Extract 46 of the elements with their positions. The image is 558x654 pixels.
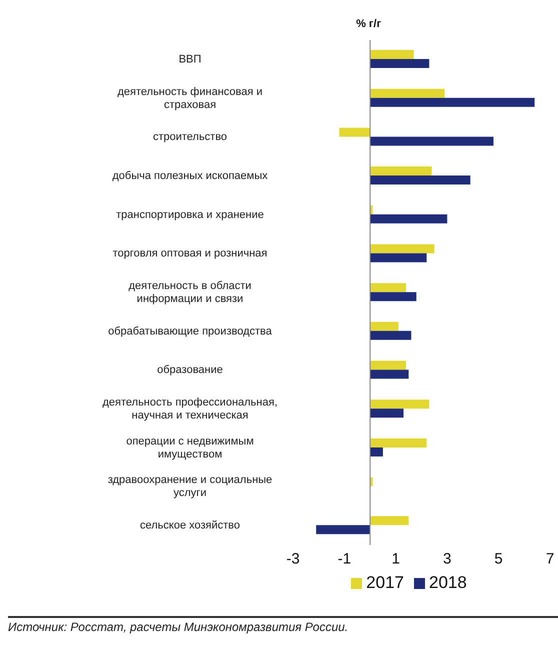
bar [370, 176, 470, 185]
bar [370, 98, 535, 107]
bar [370, 360, 406, 370]
bar [370, 438, 427, 448]
y-tick-label: торговля оптовая и розничная [112, 248, 268, 260]
y-tick-label: транспортировка и хранение [116, 208, 264, 221]
y-tick-label: сельское хозяйство [140, 519, 240, 532]
y-tick-label: ВВП [178, 53, 202, 66]
text: Источник: Росстат, расчеты Минэкономразвития России. [8, 616, 558, 634]
y-tick-label: операции с недвижимым имуществом [126, 435, 254, 460]
bar [370, 136, 494, 146]
y-tick-label: добыча полезных ископаемых [112, 170, 268, 182]
bar [370, 322, 398, 331]
bar [370, 292, 416, 302]
bar [370, 88, 445, 98]
bar [370, 166, 432, 176]
bar [370, 283, 406, 292]
x-tick-label: 3 [443, 550, 452, 568]
bar [370, 244, 434, 254]
x-tick-label: -3 [286, 550, 300, 568]
y-tick-label: деятельность финансовая и страховая [117, 86, 263, 111]
chart-title: % г/г [356, 18, 382, 30]
bar [370, 59, 430, 68]
x-tick-label: 7 [546, 550, 554, 568]
bar [370, 370, 409, 379]
bar [370, 253, 427, 262]
y-tick-label: строительство [152, 131, 228, 144]
bar [370, 408, 404, 418]
bar [370, 50, 414, 59]
y-tick-label: обрабатывающие производства [108, 325, 273, 338]
bar [339, 128, 370, 137]
bar [370, 516, 409, 526]
bar [316, 525, 370, 534]
x-tick-label: 5 [494, 550, 503, 568]
y-tick-label: здравоохранение и социальные услуги [108, 474, 272, 500]
legend-label: 2018 [429, 573, 467, 592]
y-tick-label: деятельность профессиональная, научная и техническая [102, 396, 278, 422]
bar [370, 400, 430, 409]
x-tick-label: 1 [392, 550, 400, 568]
y-tick-label: образование [157, 364, 223, 376]
y-tick-label: деятельность в области информации и связи [128, 280, 252, 305]
bar [370, 330, 412, 340]
x-tick-label: -1 [338, 550, 352, 568]
legend-label: 2017 [366, 573, 404, 592]
bar [370, 214, 448, 224]
bar [370, 447, 383, 456]
